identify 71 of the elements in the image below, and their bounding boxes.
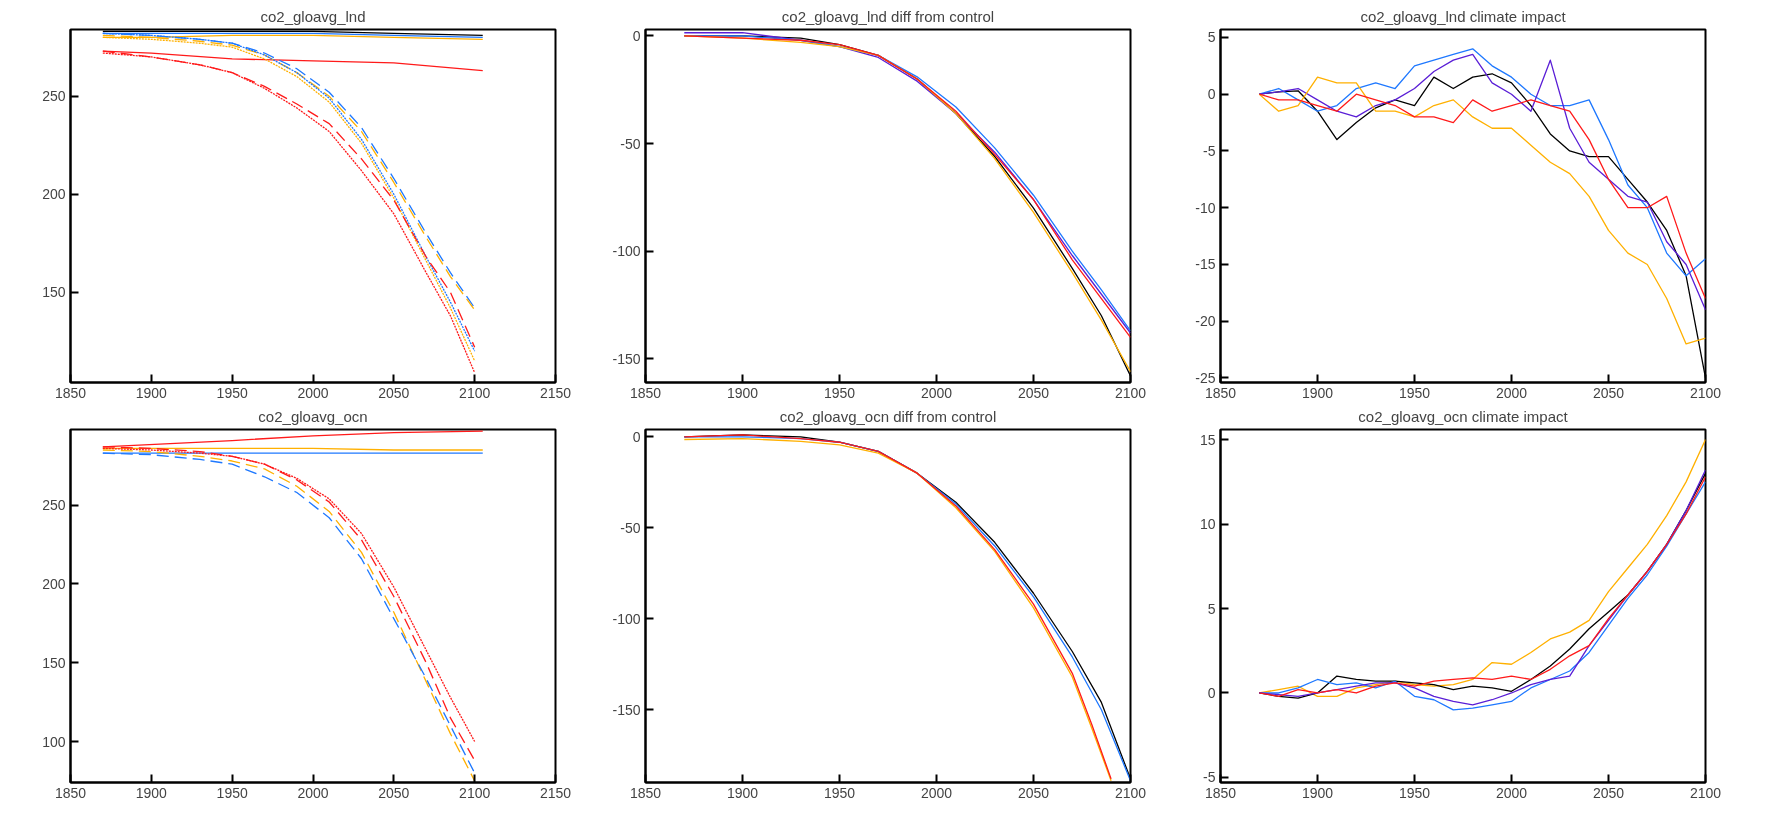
x-tick-label: 2000 xyxy=(920,384,953,401)
y-tick-label: 0 xyxy=(1207,684,1216,701)
x-tick-label: 2000 xyxy=(297,384,329,401)
x-tick-label: 1850 xyxy=(629,784,662,801)
x-tick-label: 2100 xyxy=(1689,784,1722,801)
y-tick-label: 15 xyxy=(1199,431,1216,448)
x-tick-label: 1900 xyxy=(135,784,168,801)
x-tick-label: 1900 xyxy=(1301,784,1334,801)
x-tick-label: 2050 xyxy=(378,784,410,801)
y-tick-label: 150 xyxy=(42,284,66,301)
x-tick-label: 1950 xyxy=(823,384,856,401)
x-tick-label: 2000 xyxy=(1495,784,1528,801)
x-tick-label: 2100 xyxy=(1114,784,1147,801)
y-tick-label: 200 xyxy=(42,575,66,592)
x-tick-label: 2150 xyxy=(539,384,572,401)
x-tick-label: 2100 xyxy=(459,384,491,401)
x-tick-label: 2050 xyxy=(1017,784,1050,801)
y-tick-label: -5 xyxy=(1203,142,1216,159)
x-tick-label: 1850 xyxy=(1204,784,1237,801)
x-tick-label: 2000 xyxy=(920,784,953,801)
x-tick-label: 1900 xyxy=(135,384,168,401)
x-tick-label: 2100 xyxy=(459,784,491,801)
y-tick-label: -50 xyxy=(620,519,641,536)
x-tick-label: 2050 xyxy=(1017,384,1050,401)
y-tick-label: -150 xyxy=(612,350,641,367)
x-tick-label: 2050 xyxy=(378,384,410,401)
x-tick-label: 2050 xyxy=(1592,784,1625,801)
x-tick-label: 2100 xyxy=(1689,384,1722,401)
x-tick-label: 1850 xyxy=(1204,384,1237,401)
y-tick-label: 0 xyxy=(632,27,641,44)
y-tick-label: 10 xyxy=(1199,516,1216,533)
x-tick-label: 1950 xyxy=(216,384,248,401)
y-tick-label: -100 xyxy=(612,610,641,627)
x-tick-label: 1850 xyxy=(54,384,87,401)
x-tick-label: 1950 xyxy=(1398,784,1431,801)
y-tick-label: 0 xyxy=(632,428,641,445)
x-tick-label: 2150 xyxy=(539,784,572,801)
x-tick-label: 1850 xyxy=(629,384,662,401)
y-tick-label: 150 xyxy=(42,654,66,671)
chart-title: co2_gloavg_ocn climate impact xyxy=(1358,407,1569,425)
x-tick-label: 1900 xyxy=(726,384,759,401)
x-tick-label: 1850 xyxy=(54,784,87,801)
x-tick-label: 1900 xyxy=(1301,384,1334,401)
chart-title: co2_gloavg_lnd climate impact xyxy=(1360,7,1567,25)
y-tick-label: -10 xyxy=(1195,199,1216,216)
y-tick-label: 0 xyxy=(1207,86,1216,103)
x-tick-label: 2000 xyxy=(1495,384,1528,401)
y-tick-label: 200 xyxy=(42,186,66,203)
chart-title: co2_gloavg_ocn diff from control xyxy=(779,407,997,425)
x-tick-label: 1900 xyxy=(726,784,759,801)
chart-title: co2_gloavg_lnd diff from control xyxy=(781,7,995,25)
y-tick-label: -100 xyxy=(612,243,641,260)
chart-title: co2_gloavg_ocn xyxy=(258,407,368,425)
x-tick-label: 2000 xyxy=(297,784,329,801)
x-tick-label: 2050 xyxy=(1592,384,1625,401)
x-tick-label: 2100 xyxy=(1114,384,1147,401)
y-tick-label: -15 xyxy=(1195,256,1216,273)
y-tick-label: -25 xyxy=(1195,369,1216,386)
y-tick-label: -20 xyxy=(1195,313,1216,330)
x-tick-label: 1950 xyxy=(823,784,856,801)
y-tick-label: 250 xyxy=(42,88,66,105)
y-tick-label: -5 xyxy=(1203,769,1216,786)
chart-title: co2_gloavg_lnd xyxy=(260,7,366,25)
y-tick-label: 100 xyxy=(42,733,66,750)
y-tick-label: -150 xyxy=(612,701,641,718)
x-tick-label: 1950 xyxy=(216,784,248,801)
y-tick-label: -50 xyxy=(620,135,641,152)
y-tick-label: 5 xyxy=(1207,600,1216,617)
x-tick-label: 1950 xyxy=(1398,384,1431,401)
y-tick-label: 5 xyxy=(1207,29,1216,46)
y-tick-label: 250 xyxy=(42,497,66,514)
